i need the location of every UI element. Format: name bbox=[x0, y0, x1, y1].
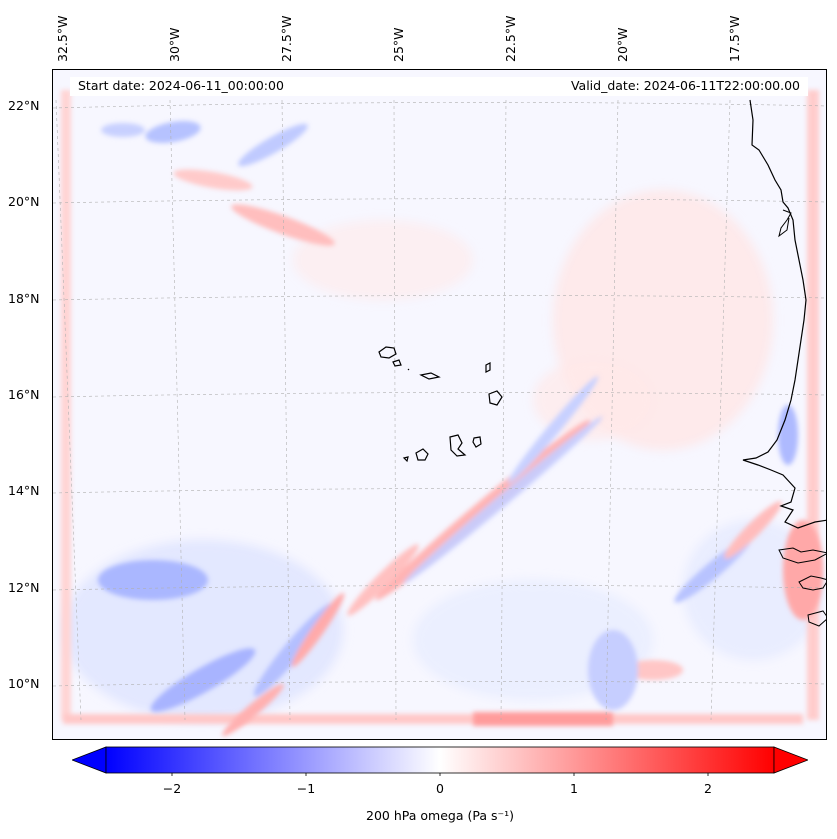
lat-label-12n: 12°N bbox=[8, 580, 40, 595]
colorbar-tick-neg2: −2 bbox=[162, 781, 182, 796]
colorbar-label: 200 hPa omega (Pa s⁻¹) bbox=[366, 808, 514, 823]
coastline-detail bbox=[778, 209, 792, 238]
colorbar-extend-min bbox=[72, 746, 107, 774]
island-santiago bbox=[449, 434, 467, 457]
lon-label-32-5w: 32.5°W bbox=[55, 15, 70, 62]
lat-label-16n: 16°N bbox=[8, 387, 40, 402]
lon-label-30w: 30°W bbox=[167, 27, 182, 62]
colorbar-tick-1: 1 bbox=[570, 781, 578, 796]
omega-field-map bbox=[53, 90, 826, 737]
coastline-bijagos bbox=[807, 610, 826, 627]
lat-label-20n: 20°N bbox=[8, 194, 40, 209]
lon-label-25w: 25°W bbox=[391, 27, 406, 62]
island-boa-vista bbox=[488, 390, 503, 406]
island-maio bbox=[472, 436, 482, 448]
valid-date-text: Valid_date: 2024-06-11T22:00:00.00 bbox=[570, 78, 800, 93]
coastline-guinea-bissau bbox=[798, 575, 826, 591]
lon-label-17-5w: 17.5°W bbox=[727, 15, 742, 62]
lon-label-22-5w: 22.5°W bbox=[503, 15, 518, 62]
lon-label-27-5w: 27.5°W bbox=[279, 15, 294, 62]
colorbar-tick-neg1: −1 bbox=[296, 781, 316, 796]
island-brava bbox=[402, 456, 409, 463]
colorbar-gradient bbox=[105, 746, 775, 774]
lat-label-10n: 10°N bbox=[8, 676, 40, 691]
island-sao-vicente bbox=[392, 359, 402, 367]
island-santa-luzia bbox=[407, 368, 410, 371]
colorbar bbox=[72, 746, 808, 776]
island-fogo bbox=[415, 448, 429, 461]
colorbar-extend-max bbox=[773, 746, 808, 774]
omega-field-background bbox=[63, 190, 823, 720]
colorbar-tick-2: 2 bbox=[704, 781, 712, 796]
coastline-africa bbox=[742, 99, 826, 529]
colorbar-tick-0: 0 bbox=[436, 781, 444, 796]
map-panel bbox=[52, 69, 827, 740]
lon-label-20w: 20°W bbox=[615, 27, 630, 62]
omega-features bbox=[98, 121, 823, 737]
cabo-verde-islands bbox=[378, 346, 503, 463]
start-date-text: Start date: 2024-06-11_00:00:00 bbox=[78, 78, 284, 93]
island-sao-nicolau bbox=[419, 372, 441, 380]
lat-label-22n: 22°N bbox=[8, 98, 40, 113]
lat-label-18n: 18°N bbox=[8, 291, 40, 306]
lat-label-14n: 14°N bbox=[8, 483, 40, 498]
colorbar-ticks bbox=[171, 773, 709, 776]
island-sal bbox=[485, 362, 491, 373]
island-santo-antao bbox=[378, 346, 397, 359]
graticule bbox=[53, 99, 826, 721]
date-strip bbox=[70, 77, 808, 96]
coastline-gambia bbox=[778, 547, 826, 564]
